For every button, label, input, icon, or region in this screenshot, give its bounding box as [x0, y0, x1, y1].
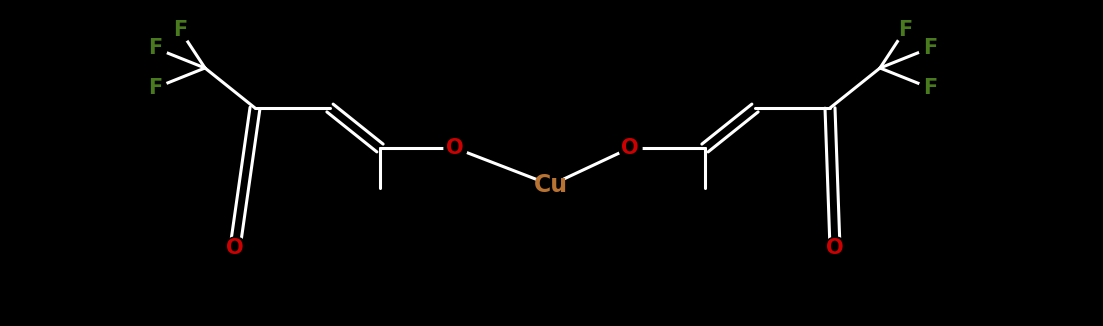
Text: F: F	[923, 78, 938, 98]
Text: F: F	[898, 20, 912, 40]
Text: F: F	[923, 38, 938, 58]
Text: Cu: Cu	[534, 173, 568, 197]
Text: O: O	[621, 138, 639, 158]
Text: F: F	[148, 78, 162, 98]
Text: O: O	[447, 138, 464, 158]
Text: O: O	[226, 238, 244, 258]
Text: F: F	[173, 20, 188, 40]
Text: F: F	[148, 38, 162, 58]
Text: O: O	[826, 238, 844, 258]
